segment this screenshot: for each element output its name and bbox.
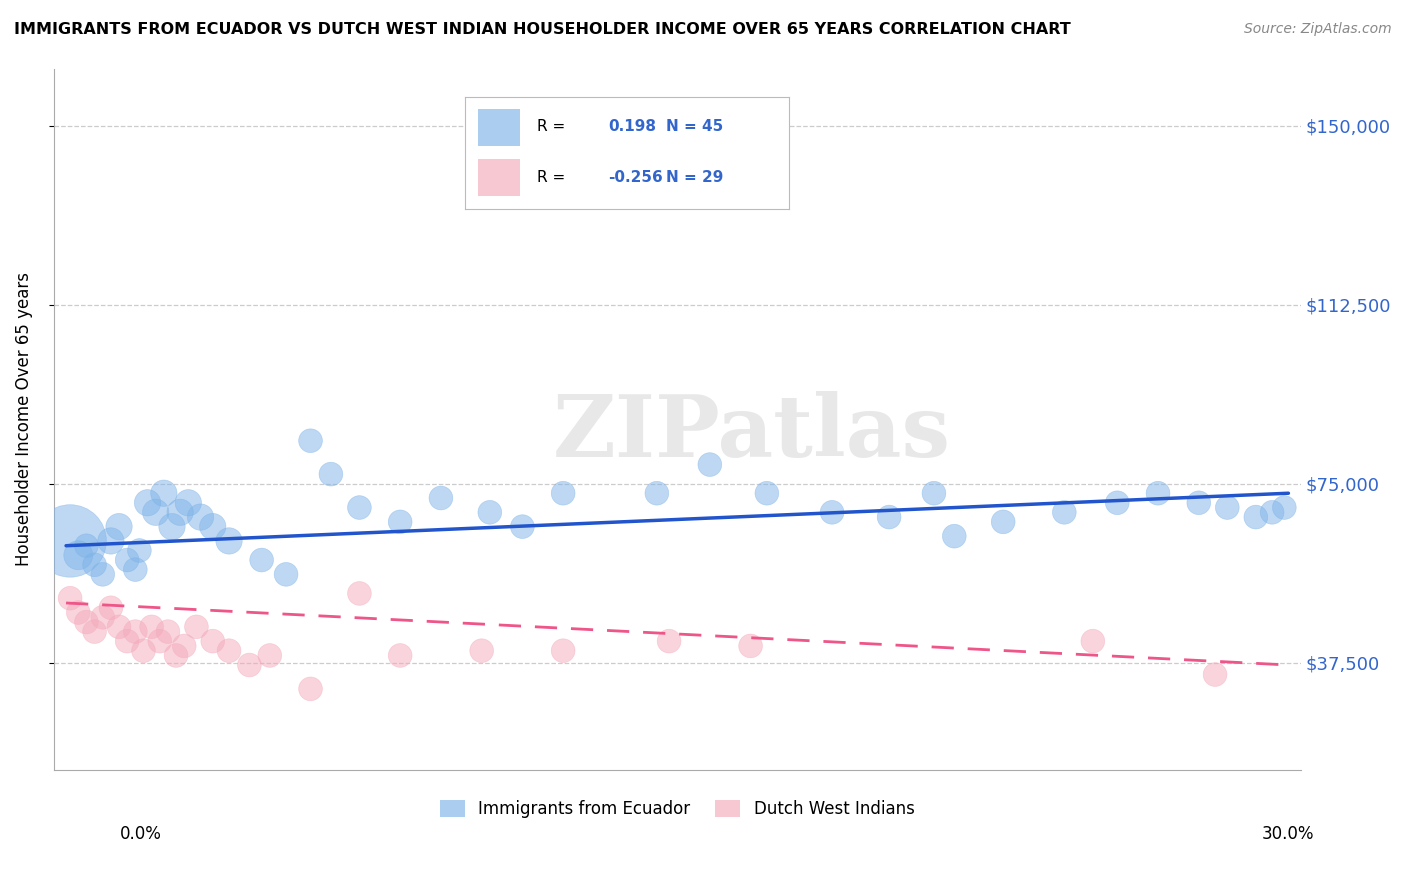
Point <box>115 634 138 648</box>
Point <box>319 467 342 482</box>
Point <box>877 510 900 524</box>
Point <box>145 505 167 519</box>
Point <box>349 586 371 600</box>
Point <box>238 658 260 673</box>
Point <box>349 500 371 515</box>
Point <box>91 567 114 582</box>
Point <box>153 486 176 500</box>
Point <box>186 620 208 634</box>
Point <box>1107 496 1129 510</box>
Point <box>190 510 212 524</box>
Point <box>299 681 322 696</box>
Point <box>59 591 82 606</box>
Point <box>1053 505 1076 519</box>
Y-axis label: Householder Income Over 65 years: Householder Income Over 65 years <box>15 272 32 566</box>
Point <box>1216 500 1239 515</box>
Point <box>201 519 224 533</box>
Point <box>1147 486 1170 500</box>
Point <box>922 486 945 500</box>
Point <box>169 505 191 519</box>
Point <box>821 505 844 519</box>
Point <box>75 539 97 553</box>
Text: Source: ZipAtlas.com: Source: ZipAtlas.com <box>1244 22 1392 37</box>
Point <box>512 519 534 533</box>
Point <box>478 505 501 519</box>
Text: 30.0%: 30.0% <box>1263 825 1315 843</box>
Point <box>1188 496 1211 510</box>
Point <box>128 543 150 558</box>
Point <box>1261 505 1284 519</box>
Point <box>250 553 273 567</box>
Point <box>1272 500 1295 515</box>
Point <box>1081 634 1104 648</box>
Point <box>100 600 122 615</box>
Point <box>259 648 281 663</box>
Point <box>136 496 159 510</box>
Text: ZIPatlas: ZIPatlas <box>553 392 950 475</box>
Text: IMMIGRANTS FROM ECUADOR VS DUTCH WEST INDIAN HOUSEHOLDER INCOME OVER 65 YEARS CO: IMMIGRANTS FROM ECUADOR VS DUTCH WEST IN… <box>14 22 1071 37</box>
Point <box>218 533 240 548</box>
Point <box>165 648 187 663</box>
Point <box>75 615 97 629</box>
Point <box>755 486 778 500</box>
Point <box>156 624 179 639</box>
Point <box>299 434 322 448</box>
Point <box>160 519 183 533</box>
Point <box>645 486 668 500</box>
Point <box>100 533 122 548</box>
Point <box>91 610 114 624</box>
Legend: Immigrants from Ecuador, Dutch West Indians: Immigrants from Ecuador, Dutch West Indi… <box>433 793 921 825</box>
Point <box>173 639 195 653</box>
Point <box>201 634 224 648</box>
Point <box>115 553 138 567</box>
Point <box>389 648 412 663</box>
Point <box>218 643 240 657</box>
Point <box>177 496 200 510</box>
Point <box>1244 510 1267 524</box>
Point <box>124 624 146 639</box>
Point <box>149 634 172 648</box>
Point <box>67 548 90 562</box>
Point <box>108 519 131 533</box>
Text: 0.0%: 0.0% <box>120 825 162 843</box>
Point <box>740 639 762 653</box>
Point <box>430 491 453 505</box>
Point <box>141 620 163 634</box>
Point <box>124 563 146 577</box>
Point <box>699 458 721 472</box>
Point <box>553 643 575 657</box>
Point <box>83 624 105 639</box>
Point <box>59 533 82 548</box>
Point <box>1204 667 1226 681</box>
Point <box>67 606 90 620</box>
Point <box>993 515 1015 529</box>
Point <box>83 558 105 572</box>
Point <box>389 515 412 529</box>
Point <box>274 567 297 582</box>
Point <box>943 529 966 543</box>
Point <box>471 643 494 657</box>
Point <box>108 620 131 634</box>
Point <box>658 634 681 648</box>
Point <box>553 486 575 500</box>
Point <box>132 643 155 657</box>
